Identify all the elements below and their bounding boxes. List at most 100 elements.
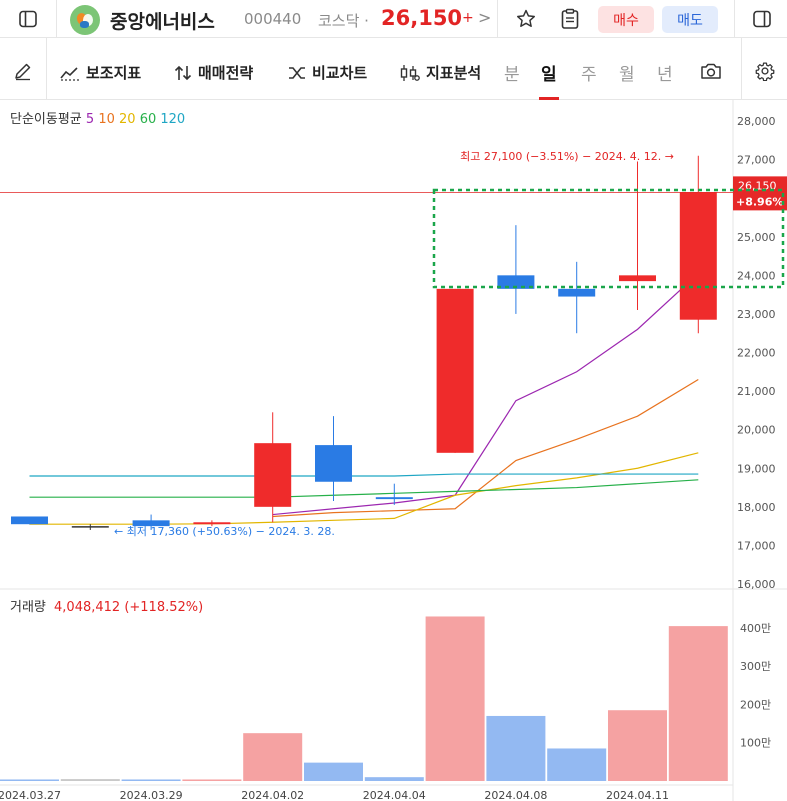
candle-body [11, 516, 48, 525]
volume-bar [60, 779, 120, 781]
volume-axis-tick: 100만 [740, 737, 771, 750]
current-price: 26,150 [381, 6, 463, 30]
ma-legend-periods: 5 10 20 60 120 [86, 112, 185, 127]
candle-body [497, 275, 535, 289]
divider [734, 0, 735, 38]
price-axis-tick: 16,000 [737, 578, 776, 591]
price-axis-tick: 24,000 [737, 269, 776, 282]
compare-tool-button[interactable]: 비교차트 [288, 62, 367, 83]
volume-bar [608, 710, 667, 781]
price-axis-tick: 17,000 [737, 539, 776, 552]
chevron-right-icon[interactable]: > [478, 8, 492, 27]
indicator-tool-label: 보조지표 [86, 64, 142, 82]
chart-toolbar: 보조지표 매매전략 비교차트 지표분석 분 일 주 월 년 [0, 38, 787, 100]
candle-body [679, 192, 717, 320]
current-price-tag-value: 26,150 [738, 179, 777, 192]
divider [56, 0, 57, 38]
volume-bar [243, 733, 303, 781]
price-axis-tick: 21,000 [737, 385, 776, 398]
volume-bar [486, 715, 546, 781]
ma-legend-period-120: 120 [156, 112, 186, 127]
sell-button[interactable]: 매도 [662, 6, 718, 33]
current-price-tag-change: +8.96% [736, 195, 783, 208]
stock-name[interactable]: 중앙에너비스 [110, 11, 215, 33]
date-axis-label: 2024.03.29 [120, 789, 183, 801]
order-notes-button[interactable] [554, 0, 586, 38]
candle-body [436, 288, 474, 453]
moving-average-ma20 [29, 452, 699, 525]
price-axis-tick: 26,000 [737, 192, 776, 205]
ma-legend[interactable]: 단순이동평균 5 10 20 60 120 [10, 108, 185, 127]
date-axis-label: 2024.03.27 [0, 789, 61, 801]
gear-icon [755, 62, 775, 81]
ma-legend-period-10: 10 [94, 112, 115, 127]
volume-legend-value: 4,048,412 (+118.52%) [54, 600, 204, 615]
up-down-arrows-icon [174, 65, 192, 80]
settings-button[interactable] [744, 52, 786, 90]
shuffle-icon [289, 66, 305, 79]
period-year-tab[interactable]: 년 [657, 65, 673, 85]
side-panel-icon [753, 10, 771, 28]
drawing-tool-button[interactable] [0, 52, 46, 90]
stock-code: 000440 [244, 10, 302, 28]
period-month-tab[interactable]: 월 [619, 65, 635, 85]
buy-button[interactable]: 매수 [598, 6, 654, 33]
min-price-annotation: ← 최저 17,360 (+50.63%) − 2024. 3. 28. [114, 525, 335, 538]
ma-legend-label: 단순이동평균 [10, 112, 82, 127]
top-bar: 중앙에너비스 000440 코스닥 · 26,150 + > 매수 매도 [0, 0, 787, 38]
volume-axis-tick: 300만 [740, 660, 771, 673]
candle-body [558, 288, 596, 297]
volume-bar [364, 777, 424, 781]
current-price-tag [733, 176, 787, 211]
sidebar-toggle-button[interactable] [0, 0, 56, 38]
volume-bar [121, 779, 181, 781]
price-axis-tick: 28,000 [737, 115, 776, 128]
candle-body [619, 275, 656, 282]
period-day-tab[interactable]: 일 [541, 65, 557, 85]
market-label: 코스닥 · [318, 12, 369, 30]
candle-body [71, 526, 109, 528]
screenshot-button[interactable] [694, 52, 728, 90]
divider [497, 0, 498, 38]
volume-legend[interactable]: 거래량 4,048,412 (+118.52%) [10, 596, 203, 615]
compare-tool-label: 비교차트 [312, 64, 368, 82]
ma-legend-period-60: 60 [135, 112, 157, 127]
period-week-tab[interactable]: 주 [581, 65, 597, 85]
analysis-tool-label: 지표분석 [426, 64, 482, 82]
ma-legend-period-20: 20 [114, 112, 136, 127]
moving-average-ma10 [272, 378, 699, 518]
analysis-tool-button[interactable]: 지표분석 [400, 62, 481, 83]
max-price-annotation: 최고 27,100 (−3.51%) − 2024. 4. 12. → [460, 150, 674, 163]
volume-bar [547, 748, 607, 781]
volume-bar [425, 616, 485, 781]
moving-average-ma5 [272, 272, 699, 516]
candle-body [132, 520, 170, 527]
indicator-tool-button[interactable]: 보조지표 [60, 62, 141, 83]
candle-body [375, 497, 413, 500]
period-minute-tab[interactable]: 분 [504, 65, 520, 85]
favorite-button[interactable] [510, 0, 542, 38]
trend-chart-icon [60, 66, 79, 81]
price-axis-tick: 19,000 [737, 462, 776, 475]
strategy-tool-button[interactable]: 매매전략 [174, 62, 253, 83]
candle-body [254, 443, 292, 507]
camera-icon [701, 63, 721, 79]
volume-bar [182, 779, 242, 781]
price-axis-tick: 22,000 [737, 347, 776, 360]
volume-axis-tick: 200만 [740, 698, 771, 711]
price-axis-tick: 18,000 [737, 501, 776, 514]
right-panel-toggle-button[interactable] [740, 0, 784, 38]
volume-axis-tick: 400만 [740, 622, 771, 635]
candles-icon [400, 64, 420, 81]
divider [741, 38, 742, 100]
ma-legend-period-5: 5 [85, 112, 95, 127]
star-icon [517, 9, 535, 27]
sidebar-panel-icon [19, 10, 37, 28]
price-axis-tick: 25,000 [737, 231, 776, 244]
highlight-box [432, 188, 785, 289]
volume-legend-label: 거래량 [10, 600, 46, 615]
price-axis-tick: 27,000 [737, 154, 776, 167]
date-axis-label: 2024.04.02 [241, 789, 304, 801]
candle-body [193, 522, 231, 525]
date-axis-label: 2024.04.11 [606, 789, 669, 801]
